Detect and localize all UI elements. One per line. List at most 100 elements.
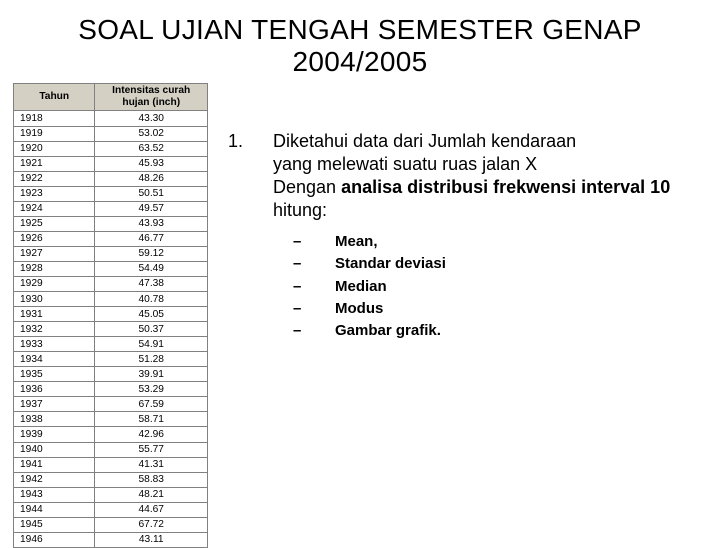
cell-value: 59.12 — [95, 246, 208, 261]
cell-value: 39.91 — [95, 367, 208, 382]
bullet-text: Modus — [335, 299, 383, 318]
cell-value: 45.05 — [95, 307, 208, 322]
bullet-text: Mean, — [335, 232, 378, 251]
title-line-1: SOAL UJIAN TENGAH SEMESTER GENAP — [78, 14, 642, 45]
table-row: 194348.21 — [14, 487, 208, 502]
cell-year: 1929 — [14, 276, 95, 291]
table-row: 193858.71 — [14, 412, 208, 427]
cell-value: 53.29 — [95, 382, 208, 397]
table-row: 193767.59 — [14, 397, 208, 412]
bullet-item: –Standar deviasi — [293, 254, 698, 273]
cell-year: 1918 — [14, 111, 95, 126]
cell-year: 1944 — [14, 502, 95, 517]
cell-value: 63.52 — [95, 141, 208, 156]
cell-value: 58.83 — [95, 472, 208, 487]
table-row: 193354.91 — [14, 337, 208, 352]
para-line-1: Diketahui data dari Jumlah kendaraan — [273, 131, 576, 151]
cell-year: 1937 — [14, 397, 95, 412]
cell-year: 1930 — [14, 292, 95, 307]
bullet-dash: – — [293, 321, 335, 340]
cell-value: 40.78 — [95, 292, 208, 307]
question-content: 1. Diketahui data dari Jumlah kendaraan … — [228, 130, 698, 343]
cell-year: 1935 — [14, 367, 95, 382]
bullet-dash: – — [293, 299, 335, 318]
bullet-item: –Mean, — [293, 232, 698, 251]
question-paragraph: Diketahui data dari Jumlah kendaraan yan… — [273, 130, 698, 343]
para-line-3b: analisa distribusi frekwensi interval 10 — [341, 177, 670, 197]
cell-value: 46.77 — [95, 231, 208, 246]
para-line-2: yang melewati suatu ruas jalan X — [273, 154, 537, 174]
cell-value: 45.93 — [95, 156, 208, 171]
bullet-item: –Modus — [293, 299, 698, 318]
rainfall-table: Tahun Intensitas curah hujan (inch) 1918… — [13, 83, 208, 548]
cell-value: 41.31 — [95, 457, 208, 472]
table-row: 194141.31 — [14, 457, 208, 472]
cell-year: 1933 — [14, 337, 95, 352]
cell-value: 48.26 — [95, 171, 208, 186]
bullet-dash: – — [293, 254, 335, 273]
table-row: 194258.83 — [14, 472, 208, 487]
cell-year: 1939 — [14, 427, 95, 442]
cell-value: 67.72 — [95, 517, 208, 532]
cell-year: 1919 — [14, 126, 95, 141]
bullet-item: –Median — [293, 277, 698, 296]
cell-value: 53.02 — [95, 126, 208, 141]
table-row: 192854.49 — [14, 261, 208, 276]
page-title: SOAL UJIAN TENGAH SEMESTER GENAP 2004/20… — [0, 14, 720, 78]
table-row: 192063.52 — [14, 141, 208, 156]
cell-year: 1938 — [14, 412, 95, 427]
cell-year: 1922 — [14, 171, 95, 186]
bullet-list: –Mean,–Standar deviasi–Median–Modus–Gamb… — [293, 232, 698, 340]
cell-year: 1923 — [14, 186, 95, 201]
bullet-text: Median — [335, 277, 387, 296]
table-row: 192759.12 — [14, 246, 208, 261]
table-row: 193250.37 — [14, 322, 208, 337]
cell-year: 1921 — [14, 156, 95, 171]
cell-value: 43.30 — [95, 111, 208, 126]
cell-value: 50.51 — [95, 186, 208, 201]
table-row: 192947.38 — [14, 276, 208, 291]
table-row: 192350.51 — [14, 186, 208, 201]
table-row: 194444.67 — [14, 502, 208, 517]
cell-year: 1943 — [14, 487, 95, 502]
table-row: 192646.77 — [14, 231, 208, 246]
table-row: 193653.29 — [14, 382, 208, 397]
cell-year: 1934 — [14, 352, 95, 367]
cell-year: 1941 — [14, 457, 95, 472]
cell-value: 55.77 — [95, 442, 208, 457]
cell-year: 1931 — [14, 307, 95, 322]
cell-value: 42.96 — [95, 427, 208, 442]
table-row: 193539.91 — [14, 367, 208, 382]
cell-value: 47.38 — [95, 276, 208, 291]
cell-value: 50.37 — [95, 322, 208, 337]
header-year: Tahun — [14, 84, 95, 111]
cell-year: 1945 — [14, 517, 95, 532]
cell-year: 1942 — [14, 472, 95, 487]
cell-value: 54.91 — [95, 337, 208, 352]
cell-value: 49.57 — [95, 201, 208, 216]
table-row: 192449.57 — [14, 201, 208, 216]
rainfall-table-container: Tahun Intensitas curah hujan (inch) 1918… — [13, 83, 208, 548]
question-row: 1. Diketahui data dari Jumlah kendaraan … — [228, 130, 698, 343]
cell-value: 51.28 — [95, 352, 208, 367]
para-line-3c: hitung: — [273, 200, 327, 220]
table-row: 191953.02 — [14, 126, 208, 141]
cell-value: 48.21 — [95, 487, 208, 502]
table-row: 192145.93 — [14, 156, 208, 171]
cell-year: 1928 — [14, 261, 95, 276]
cell-year: 1940 — [14, 442, 95, 457]
cell-year: 1924 — [14, 201, 95, 216]
cell-year: 1932 — [14, 322, 95, 337]
table-header-row: Tahun Intensitas curah hujan (inch) — [14, 84, 208, 111]
para-line-3a: Dengan — [273, 177, 341, 197]
cell-year: 1925 — [14, 216, 95, 231]
cell-value: 44.67 — [95, 502, 208, 517]
table-row: 192543.93 — [14, 216, 208, 231]
table-row: 193145.05 — [14, 307, 208, 322]
bullet-dash: – — [293, 232, 335, 251]
cell-year: 1920 — [14, 141, 95, 156]
bullet-dash: – — [293, 277, 335, 296]
table-row: 193451.28 — [14, 352, 208, 367]
cell-value: 43.93 — [95, 216, 208, 231]
table-row: 194055.77 — [14, 442, 208, 457]
